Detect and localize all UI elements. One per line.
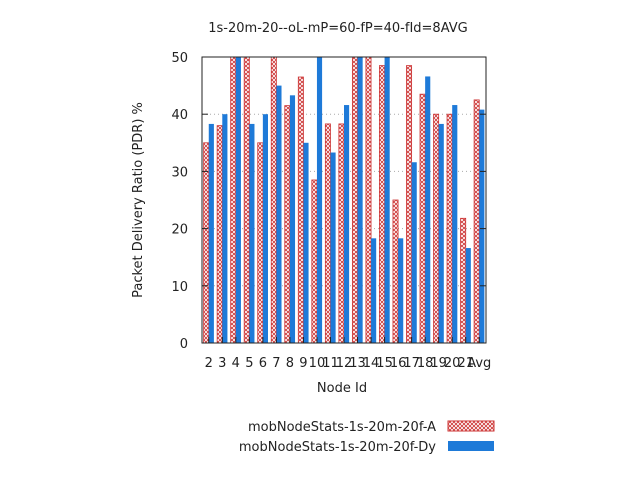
bar-series-a (338, 123, 345, 344)
y-tick-label: 50 (171, 51, 188, 66)
legend-swatch-a (447, 420, 495, 432)
x-tick-label: 19 (430, 356, 447, 371)
y-tick-label: 0 (180, 337, 188, 352)
x-tick-label: 8 (286, 356, 294, 371)
bar-series-dy (371, 238, 377, 343)
x-tick-label: 21 (457, 356, 474, 371)
x-tick-label: 20 (444, 356, 461, 371)
bar-series-a (365, 56, 372, 344)
x-tick-label: 6 (259, 356, 267, 371)
bar-series-dy (208, 123, 214, 343)
y-tick-label: 20 (171, 223, 188, 238)
bar-series-a (257, 142, 264, 344)
bar-series-dy (438, 123, 444, 343)
x-axis-label: Node Id (317, 381, 367, 396)
legend-swatch-dy (448, 441, 494, 451)
bar-series-dy (249, 123, 255, 343)
plot-frame (201, 56, 487, 344)
bar-series-dy (235, 57, 241, 343)
bar-series-dy (303, 142, 309, 343)
bar-series-a (270, 56, 277, 344)
x-tick-label: 2 (205, 356, 213, 371)
bar-series-dy (452, 105, 458, 343)
y-tick-label: 10 (171, 280, 188, 295)
x-tick-label: 7 (272, 356, 280, 371)
bar-series-dy (425, 76, 431, 343)
bar-series-dy (479, 109, 485, 344)
bar-series-a (433, 113, 440, 344)
bar-series-a (379, 65, 385, 344)
bar-series-a (284, 105, 291, 344)
bar-series-dy (357, 57, 363, 343)
bar-series-dy (262, 114, 268, 343)
bar-series-a (351, 56, 358, 344)
bar-series-a (203, 142, 210, 344)
x-tick-label: Avg (467, 356, 491, 371)
x-tick-label: 16 (390, 356, 407, 371)
bar-series-dy (465, 248, 471, 343)
bars (203, 56, 485, 344)
bar-series-dy (411, 162, 417, 343)
y-tick-label: 40 (171, 108, 188, 123)
x-tick-label: 14 (363, 356, 380, 371)
bar-series-dy (344, 105, 350, 343)
y-tick-labels: 0 10 20 30 40 50 (171, 51, 486, 352)
bar-series-a (311, 179, 318, 344)
bar-series-a (230, 56, 237, 344)
bar-series-a (419, 93, 426, 344)
x-tick-label: 11 (322, 356, 339, 371)
legend-label-a: mobNodeStats-1s-20m-20f-A (248, 420, 436, 435)
bar-series-a (392, 199, 399, 344)
legend: mobNodeStats-1s-20m-20f-A mobNodeStats-1… (239, 420, 495, 455)
bar-series-a (406, 65, 413, 344)
x-tick-label: 13 (349, 356, 366, 371)
x-tick-label: 4 (232, 356, 240, 371)
chart-title: 1s-20m-20--oL-mP=60-fP=40-fId=8AVG (208, 21, 467, 36)
legend-label-dy: mobNodeStats-1s-20m-20f-Dy (239, 440, 436, 455)
bar-series-a (473, 99, 480, 344)
x-tick-label: 12 (336, 356, 353, 371)
bar-series-dy (384, 57, 390, 343)
x-tick-label: 15 (376, 356, 393, 371)
bar-series-dy (289, 95, 296, 343)
bar-series-dy (276, 85, 282, 343)
x-tick-label: 9 (299, 356, 307, 371)
x-tick-label: 5 (245, 356, 253, 371)
bar-series-a (460, 217, 467, 344)
x-tick-label: 10 (309, 356, 326, 371)
y-axis-label: Packet Delivery Ratio (PDR) % (131, 102, 146, 298)
bar-series-a (446, 113, 453, 344)
y-tick-label: 30 (171, 165, 188, 180)
bar-series-a (216, 125, 223, 344)
bar-series-dy (330, 152, 336, 343)
bar-series-dy (316, 57, 323, 343)
x-tick-label: 17 (403, 356, 420, 371)
x-tick-label: 18 (417, 356, 434, 371)
bar-series-a (243, 56, 250, 344)
bar-series-dy (222, 114, 228, 343)
bar-series-a (324, 123, 331, 344)
bar-series-dy (398, 238, 404, 343)
bar-series-a (297, 76, 304, 344)
x-tick-label: 3 (218, 356, 226, 371)
